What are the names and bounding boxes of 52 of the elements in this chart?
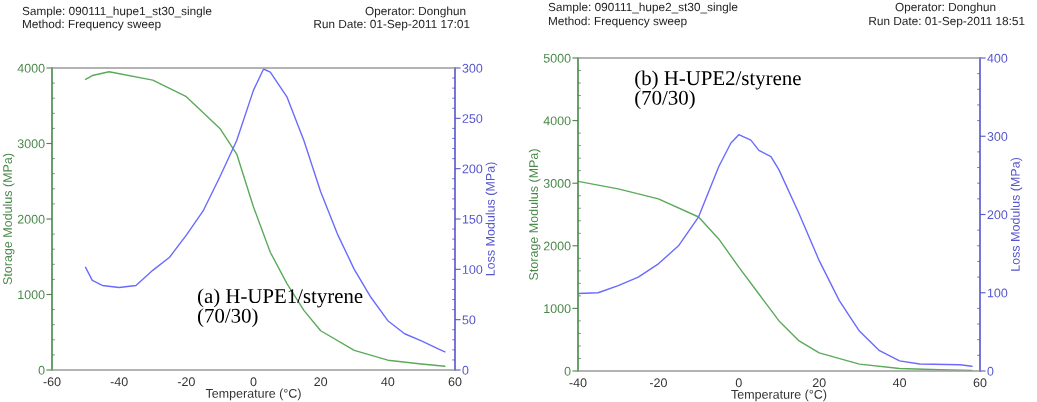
text: Run Date: 01-Sep-2011 17:01 bbox=[314, 19, 470, 31]
x-tick-label: 20 bbox=[314, 377, 328, 387]
y-tick-label: 1000 bbox=[544, 304, 571, 314]
y2-tick-label: 250 bbox=[462, 114, 483, 123]
text: Run Date: 01-Sep-2011 18:51 bbox=[869, 16, 1025, 28]
y-tick-label: 0 bbox=[38, 365, 45, 375]
x-tick-label: -40 bbox=[569, 378, 587, 388]
y-tick-label: 5000 bbox=[543, 53, 571, 63]
x-tick-label: 40 bbox=[381, 377, 395, 387]
y2-tick-label: 400 bbox=[987, 53, 1008, 63]
x-tick-label: -40 bbox=[110, 377, 128, 387]
x-tick-label: -60 bbox=[43, 377, 61, 387]
x-axis-title: Temperature (°C) bbox=[205, 388, 301, 401]
y2-tick-label: 200 bbox=[987, 210, 1008, 220]
x-tick-label: 60 bbox=[973, 378, 987, 388]
y2-tick-label: 50 bbox=[462, 315, 476, 325]
text: Operator: Donghun bbox=[895, 2, 996, 14]
line-series bbox=[578, 133, 973, 367]
text: Method: Frequency sweep bbox=[548, 16, 687, 28]
x-tick-label: -20 bbox=[177, 377, 195, 387]
y-tick-label: 2000 bbox=[543, 241, 571, 251]
x-tick-label: 40 bbox=[892, 378, 907, 388]
y-tick-label: 2000 bbox=[17, 214, 45, 224]
y2-tick-label: 150 bbox=[462, 214, 483, 224]
y2-axis-title: Loss Modulus (MPa) bbox=[485, 162, 498, 276]
y2-tick-label: 100 bbox=[987, 288, 1008, 298]
y2-tick-label: 300 bbox=[462, 63, 483, 73]
y2-tick-label: 300 bbox=[987, 132, 1008, 141]
y-axis-title: Storage Modulus (MPa) bbox=[2, 153, 15, 285]
y2-tick-label: 200 bbox=[462, 164, 483, 174]
x-tick-label: 60 bbox=[448, 377, 462, 387]
text: Method: Frequency sweep bbox=[22, 19, 161, 31]
y-tick-label: 4000 bbox=[543, 116, 571, 126]
y-tick-label: 1000 bbox=[18, 290, 45, 300]
annotation: (b) H-UPE2/styrene (70/30) bbox=[635, 70, 801, 110]
y2-axis-title: Loss Modulus (MPa) bbox=[1010, 157, 1023, 271]
x-tick-label: 20 bbox=[812, 378, 826, 388]
x-tick-label: -20 bbox=[649, 378, 667, 388]
y-tick-label: 3000 bbox=[17, 139, 45, 149]
y-tick-label: 0 bbox=[564, 366, 571, 376]
x-tick-label: 0 bbox=[250, 377, 257, 387]
text: Sample: 090111_hupe1_st30_single bbox=[22, 6, 212, 18]
y-tick-label: 4000 bbox=[17, 63, 45, 73]
y-axis-title: Storage Modulus (MPa) bbox=[528, 149, 541, 280]
y2-tick-label: 0 bbox=[462, 365, 469, 375]
y-tick-label: 3000 bbox=[543, 179, 571, 188]
x-axis-title: Temperature (°C) bbox=[731, 389, 827, 402]
y2-tick-label: 0 bbox=[987, 366, 994, 376]
text: Sample: 090111_hupe2_st30_single bbox=[548, 2, 738, 14]
x-tick-label: 0 bbox=[735, 378, 742, 388]
y2-tick-label: 100 bbox=[462, 265, 483, 274]
text: Operator: Donghun bbox=[365, 6, 466, 18]
